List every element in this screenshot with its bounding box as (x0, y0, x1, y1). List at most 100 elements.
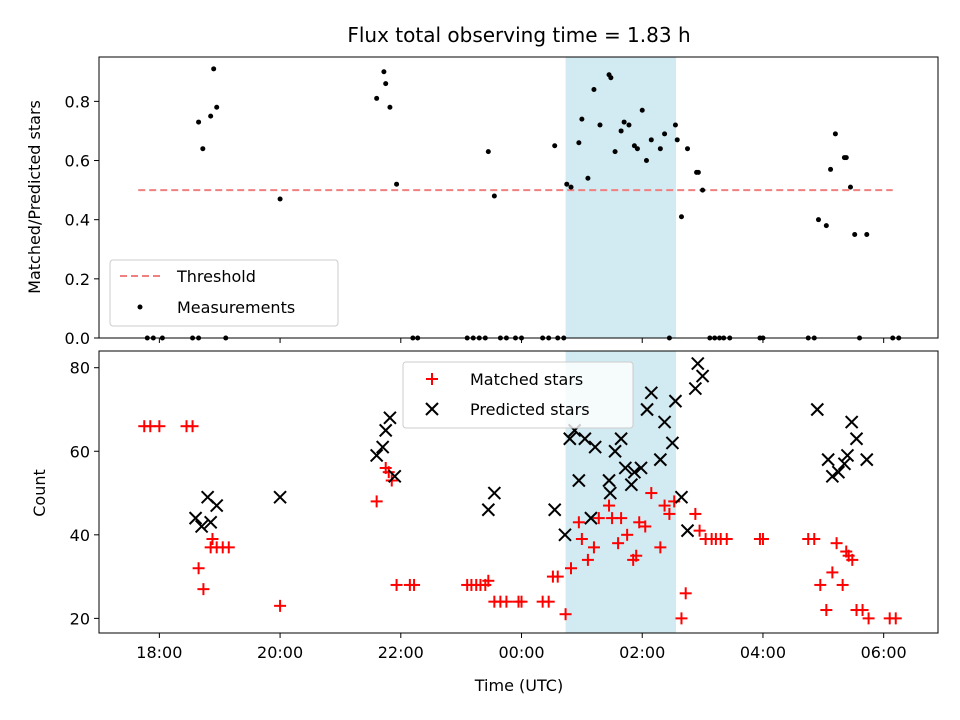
matched-star-point (862, 612, 875, 625)
predicted-star-point (563, 432, 577, 446)
matched-star-point (575, 533, 588, 545)
x-tick-label: 06:00 (861, 643, 907, 662)
matched-star-point (592, 512, 605, 525)
predicted-star-point (578, 432, 592, 446)
matched-star-point (197, 583, 210, 596)
x-tick-label: 04:00 (740, 643, 786, 662)
measurement-point (591, 87, 597, 93)
predicted-star-point (653, 452, 668, 467)
predicted-star-point (849, 432, 864, 446)
predicted-star-point (844, 415, 859, 429)
matched-star-point (222, 541, 235, 554)
measurement-point (815, 217, 821, 223)
matched-star-point (689, 507, 702, 520)
measurement-point (634, 146, 640, 152)
matched-star-point (633, 516, 646, 529)
matched-stars-series (138, 420, 902, 625)
measurement-point (387, 104, 393, 110)
measurement-point (211, 66, 217, 72)
matched-star-point (846, 553, 859, 566)
predicted-star-point (588, 440, 602, 454)
measurement-point (843, 155, 849, 161)
measurement-point (648, 137, 654, 143)
measurement-point (612, 149, 618, 155)
predicted-star-point (665, 436, 680, 450)
predicted-star-point (810, 402, 824, 417)
matched-star-point (663, 507, 676, 520)
top-y-tick-label: 0.6 (65, 152, 90, 171)
matched-star-point (542, 595, 555, 608)
matched-star-point (559, 608, 572, 621)
measurement-point (823, 223, 829, 229)
measurement-point (576, 140, 582, 146)
matched-star-point (639, 520, 652, 533)
measurement-point (662, 131, 668, 137)
top-shaded-span (565, 57, 677, 338)
measurement-point (374, 95, 380, 101)
measurement-point (700, 187, 706, 193)
predicted-star-point (388, 469, 402, 484)
measurement-point (394, 181, 400, 187)
x-axis-label: Time (UTC) (474, 676, 563, 695)
predicted-star-point (369, 448, 384, 463)
bottom-legend: Matched stars Predicted stars (402, 361, 634, 429)
predicted-star-point (273, 490, 287, 504)
measurement-point (277, 196, 283, 202)
matched-star-point (587, 541, 600, 554)
matched-star-point (515, 595, 528, 608)
matched-legend-label: Matched stars (470, 370, 583, 389)
top-axes-frame (98, 56, 939, 339)
measurement-point (608, 75, 614, 81)
matched-star-point (814, 578, 827, 591)
measurement-point (626, 122, 632, 128)
measurement-point (564, 181, 570, 187)
measurement-point (639, 107, 645, 113)
top-y-axis-label: Matched/Predicted stars (25, 100, 44, 294)
matched-star-point (186, 420, 199, 433)
measurement-point (864, 231, 870, 237)
measurement-point (672, 122, 678, 128)
measurement-point (214, 104, 220, 110)
matched-star-point (856, 604, 869, 617)
matched-star-point (830, 537, 843, 550)
matched-star-point (612, 537, 625, 550)
bottom-axes-frame (98, 350, 939, 634)
x-tick-label: 18:00 (136, 643, 182, 662)
bottom-y-tick-label: 60 (70, 442, 90, 461)
predicted-star-point (674, 490, 689, 504)
predicted-star-point (194, 519, 209, 534)
matched-star-point (370, 495, 383, 508)
predicted-star-point (821, 452, 835, 467)
measurement-point (695, 169, 701, 175)
matched-star-point (565, 562, 578, 575)
matched-star-point (826, 566, 839, 579)
measurement-point (832, 131, 838, 137)
matched-star-point (482, 574, 495, 587)
measurement-point (552, 143, 558, 149)
predicted-star-point (618, 461, 633, 475)
matched-star-point (615, 512, 628, 525)
matched-star-point (720, 533, 733, 545)
x-tick-label: 02:00 (619, 643, 665, 662)
predicted-legend-label: Predicted stars (470, 400, 590, 419)
matched-star-point (408, 578, 421, 591)
predicted-star-point (640, 402, 654, 417)
predicted-star-point (837, 457, 852, 471)
predicted-star-point (668, 394, 683, 408)
matched-star-point (153, 420, 166, 433)
x-tick-label: 20:00 (257, 643, 303, 662)
matched-star-point (390, 578, 403, 591)
predicted-star-point (603, 486, 617, 500)
top-y-tick-label: 0.4 (65, 211, 90, 230)
predicted-star-point (680, 523, 695, 538)
measurement-point (847, 184, 853, 190)
measurement-point (674, 137, 680, 143)
matched-star-point (820, 604, 833, 617)
measurement-point (491, 193, 497, 199)
bottom-x-axis: 18:00 20:00 22:00 00:00 02:00 04:00 06:00 (136, 633, 907, 662)
predicted-star-point (487, 486, 502, 500)
predicted-star-point (572, 473, 586, 488)
matched-star-point (836, 578, 849, 591)
matched-star-point (630, 549, 643, 562)
top-y-tick-label: 0.8 (65, 92, 90, 111)
